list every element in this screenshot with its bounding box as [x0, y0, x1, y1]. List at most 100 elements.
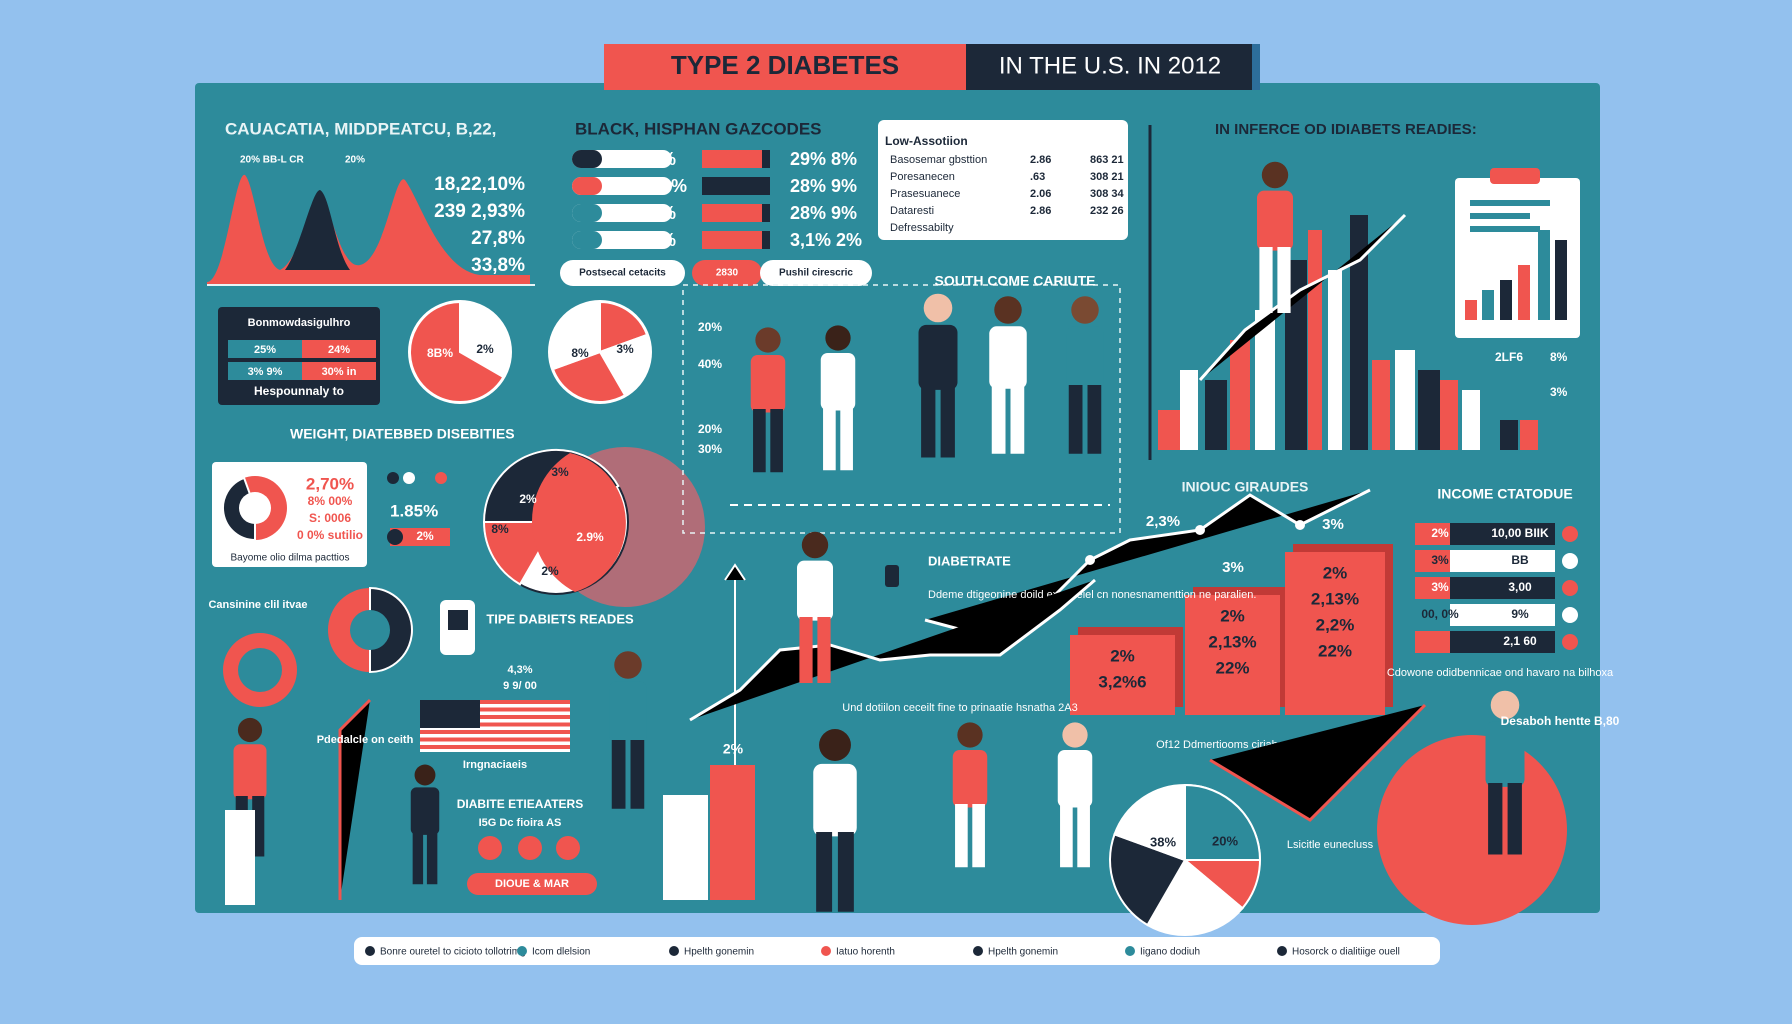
dot: [419, 472, 431, 484]
drop: [478, 836, 502, 860]
flag-canton: [420, 700, 480, 728]
banner-edge: [1252, 44, 1260, 90]
person-head: [614, 651, 642, 679]
section-title: BLACK, HISPHAN GAZCODES: [575, 119, 822, 138]
bar: [1418, 370, 1440, 450]
point: [1085, 555, 1095, 565]
pie-slice: [1184, 783, 1262, 861]
person-body: [820, 352, 856, 411]
dashed-box: [682, 284, 1121, 534]
legend-dot: [669, 946, 679, 956]
dot: [387, 529, 403, 545]
person-leg: [955, 804, 968, 868]
axis-label: 20%: [698, 422, 722, 436]
cell-label: 24%: [328, 344, 350, 356]
section-title: TIPE DABIETS READES: [486, 611, 634, 626]
area: [207, 174, 530, 285]
title-banner: [604, 44, 966, 90]
bar: [1555, 240, 1567, 320]
bar-label: 2,13%: [1311, 589, 1359, 608]
bar: [1285, 552, 1385, 715]
bar: [1158, 410, 1183, 450]
clipboard-clip: [1490, 168, 1540, 184]
cell-label: 25%: [254, 344, 276, 356]
note: Desaboh hentte B,80: [1501, 714, 1620, 728]
dot: [403, 472, 415, 484]
person-leg: [770, 409, 783, 473]
bar-label: 2%: [1323, 563, 1348, 582]
value-label: 28% 9%: [790, 203, 857, 223]
table-cell: 232 26: [1090, 205, 1124, 217]
pie-label: 8B%: [427, 346, 453, 360]
drop: [556, 836, 580, 860]
section-title: DIABITE ETIEAATERS: [457, 797, 583, 811]
person-head: [801, 531, 829, 559]
person-body: [952, 749, 988, 808]
legend-label: Bonre ouretel to cicioto tollotrimg: [380, 947, 526, 958]
pill-fill: [572, 231, 602, 249]
bar: [1230, 340, 1250, 450]
person-body: [410, 787, 440, 835]
clipboard-line: [1470, 213, 1530, 219]
pie-slice: [222, 476, 256, 542]
venn-label: 2%: [541, 564, 559, 578]
cell-label: 3%: [1431, 553, 1449, 567]
person-body: [989, 326, 1027, 389]
value-label: 1.85%: [390, 501, 438, 520]
value-label: 2809%: [620, 203, 676, 223]
value-label: 8% 00%: [308, 494, 353, 508]
value-label: 2%: [723, 741, 744, 757]
value-label: 3%: [1222, 559, 1244, 576]
person-head: [819, 729, 851, 761]
person-leg: [817, 617, 831, 683]
section-title: INCOME CTATODUE: [1437, 486, 1572, 502]
button: [760, 260, 872, 286]
value-label: 39% 8%: [620, 176, 687, 196]
value-label: 18,22,10%: [434, 174, 525, 195]
venn-overlap: [532, 453, 626, 592]
legend-dot: [1125, 946, 1135, 956]
person-leg: [1488, 783, 1503, 855]
value-label: 27,8%: [471, 228, 525, 249]
cell-label: 3%: [1431, 580, 1449, 594]
person-leg: [1277, 247, 1291, 313]
bar-label: 2,13%: [1208, 632, 1256, 651]
axis-label: 20%: [345, 155, 365, 166]
caption: Irngnaciaeis: [463, 759, 527, 771]
person-head: [825, 325, 851, 351]
legend-label: Hpelth gonemin: [684, 947, 754, 958]
bar-label: 22%: [1215, 658, 1249, 677]
person-head: [923, 293, 953, 323]
axis-label: 40%: [698, 357, 722, 371]
person-body: [1485, 721, 1525, 787]
flag-stripe: [420, 707, 570, 712]
arrow: [724, 563, 746, 581]
stand: [338, 698, 372, 900]
bar: [1350, 215, 1368, 450]
pie-label: 2%: [476, 342, 494, 356]
clipboard-line: [1470, 226, 1540, 232]
section-title: SOUTH COME CARIUTE: [935, 273, 1096, 289]
bar-end: [762, 204, 770, 222]
drop: [518, 836, 542, 860]
title: TYPE 2 DIABETES: [671, 50, 899, 80]
value-label: 28% 9%: [790, 176, 857, 196]
device: [885, 565, 899, 587]
pie-slice: [369, 586, 413, 674]
bar: [1328, 270, 1342, 450]
value-label: 29% 8%: [790, 149, 857, 169]
cell: [302, 340, 376, 358]
person-body: [750, 354, 786, 413]
pie-label: 38%: [1150, 834, 1176, 849]
bar: [1372, 360, 1390, 450]
person-leg: [840, 407, 853, 471]
person-leg: [1060, 804, 1073, 868]
button-label: 2830: [716, 268, 739, 279]
legend-label: Hosorck o dialitiige ouell: [1292, 947, 1400, 958]
person-head: [1062, 722, 1088, 748]
trend-line: [689, 578, 1096, 722]
value-label: 2,70%: [306, 474, 354, 493]
table-cell: .63: [1030, 171, 1045, 183]
